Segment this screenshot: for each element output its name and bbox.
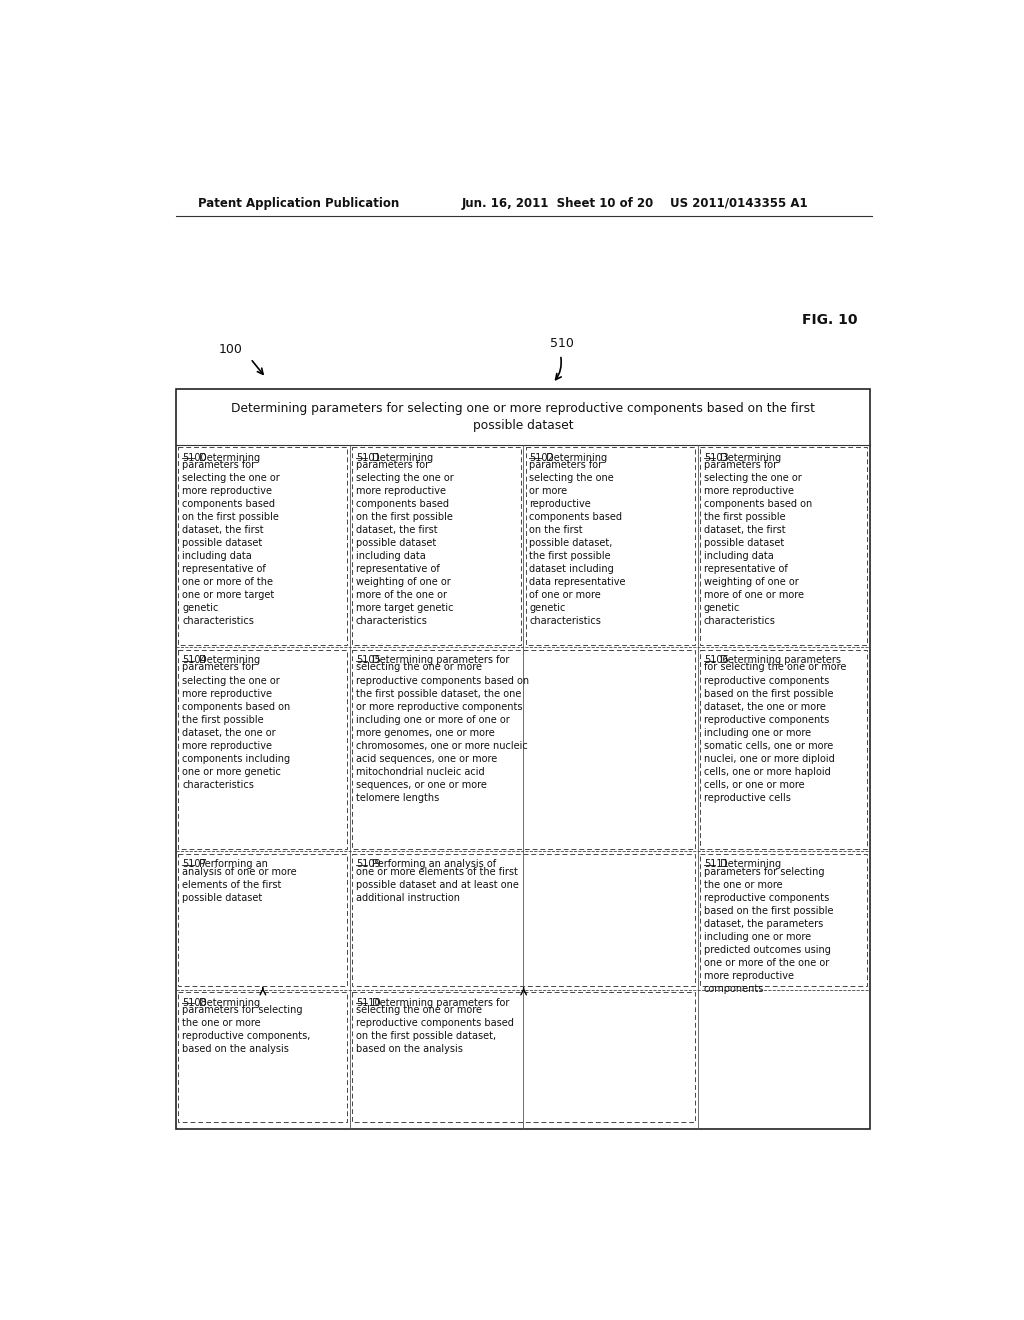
Text: Determining parameters for: Determining parameters for [370, 998, 510, 1007]
Bar [178, 854, 347, 986]
Text: selecting the one or more
reproductive components based
on the first possible da: selecting the one or more reproductive c… [356, 1005, 514, 1055]
Bar [352, 649, 695, 849]
Bar [176, 389, 869, 1129]
Text: Determining parameters for: Determining parameters for [370, 655, 510, 665]
Text: 5106: 5106 [703, 655, 728, 665]
Text: parameters for
selecting the one or
more reproductive
components based on
the fi: parameters for selecting the one or more… [703, 459, 812, 627]
Text: parameters for selecting
the one or more
reproductive components
based on the fi: parameters for selecting the one or more… [703, 866, 834, 994]
Bar [352, 447, 521, 645]
Text: 5105: 5105 [356, 655, 381, 665]
Bar [352, 854, 695, 986]
Text: Performing an analysis of: Performing an analysis of [370, 859, 497, 869]
Text: Determining: Determining [718, 453, 781, 462]
Text: 510: 510 [550, 337, 574, 350]
Text: Jun. 16, 2011  Sheet 10 of 20: Jun. 16, 2011 Sheet 10 of 20 [461, 197, 653, 210]
Text: one or more elements of the first
possible dataset and at least one
additional i: one or more elements of the first possib… [356, 866, 519, 903]
Text: 5102: 5102 [529, 453, 554, 462]
Text: for selecting the one or more
reproductive components
based on the first possibl: for selecting the one or more reproducti… [703, 663, 846, 803]
Text: 5110: 5110 [356, 998, 381, 1007]
Text: 5101: 5101 [356, 453, 381, 462]
Text: parameters for
selecting the one or
more reproductive
components based on
the fi: parameters for selecting the one or more… [182, 663, 291, 789]
Text: 5107: 5107 [182, 859, 207, 869]
Text: Determining parameters for selecting one or more reproductive components based o: Determining parameters for selecting one… [230, 403, 815, 432]
Text: parameters for selecting
the one or more
reproductive components,
based on the a: parameters for selecting the one or more… [182, 1005, 310, 1055]
Bar [178, 649, 347, 849]
Text: 5109: 5109 [356, 859, 381, 869]
Text: US 2011/0143355 A1: US 2011/0143355 A1 [671, 197, 808, 210]
Text: analysis of one or more
elements of the first
possible dataset: analysis of one or more elements of the … [182, 866, 297, 903]
Text: 5111: 5111 [703, 859, 728, 869]
Text: selecting the one or more
reproductive components based on
the first possible da: selecting the one or more reproductive c… [356, 663, 529, 803]
Text: Performing an: Performing an [196, 859, 267, 869]
Text: Determining: Determining [196, 998, 260, 1007]
Text: Patent Application Publication: Patent Application Publication [198, 197, 399, 210]
Text: Determining: Determining [718, 859, 781, 869]
Bar [352, 993, 695, 1122]
Text: Determining: Determining [196, 655, 260, 665]
Text: 5100: 5100 [182, 453, 207, 462]
Text: Determining: Determining [370, 453, 433, 462]
Text: 100: 100 [219, 343, 243, 356]
Text: 5103: 5103 [703, 453, 728, 462]
Bar [178, 447, 347, 645]
Bar [700, 854, 867, 986]
Text: parameters for
selecting the one or
more reproductive
components based
on the fi: parameters for selecting the one or more… [182, 459, 280, 627]
Text: FIG. 10: FIG. 10 [802, 313, 858, 327]
Text: parameters for
selecting the one or
more reproductive
components based
on the fi: parameters for selecting the one or more… [356, 459, 454, 627]
Text: Determining parameters: Determining parameters [718, 655, 842, 665]
Bar [700, 649, 867, 849]
Bar [178, 993, 347, 1122]
Text: 5108: 5108 [182, 998, 207, 1007]
Text: Determining: Determining [196, 453, 260, 462]
Text: parameters for
selecting the one
or more
reproductive
components based
on the fi: parameters for selecting the one or more… [529, 459, 626, 627]
Text: Determining: Determining [543, 453, 607, 462]
Bar [700, 447, 867, 645]
Text: 5104: 5104 [182, 655, 207, 665]
Bar [525, 447, 695, 645]
